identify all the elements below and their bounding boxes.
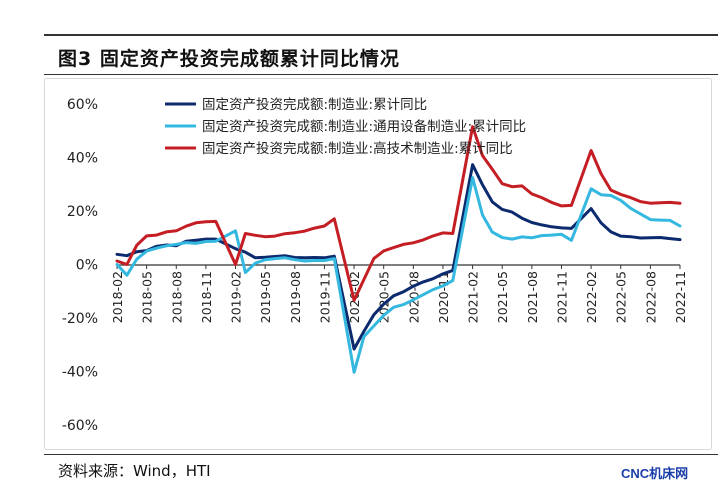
series-line-1 bbox=[115, 163, 682, 351]
source-rule bbox=[44, 454, 718, 455]
y-tick-label: 40% bbox=[67, 151, 98, 167]
y-tick-label: -60% bbox=[62, 418, 98, 434]
x-tick-label: 2018-05 bbox=[140, 271, 155, 323]
series-line-3 bbox=[115, 125, 682, 302]
top-rule bbox=[44, 34, 718, 36]
x-tick-label: 2018-02 bbox=[110, 271, 125, 323]
series-line-2 bbox=[115, 176, 682, 374]
x-tick-label: 2019-08 bbox=[288, 271, 303, 323]
x-tick-label: 2022-08 bbox=[643, 271, 658, 323]
x-tick-label: 2022-05 bbox=[614, 271, 629, 323]
legend-label-1: 固定资产投资完成额:制造业:累计同比 bbox=[202, 97, 427, 113]
legend: 固定资产投资完成额:制造业:累计同比固定资产投资完成额:制造业:通用设备制造业:… bbox=[165, 97, 526, 157]
x-tick-label: 2020-11 bbox=[436, 271, 451, 323]
x-tick-label: 2021-05 bbox=[495, 271, 510, 323]
x-tick-label: 2019-11 bbox=[317, 271, 332, 323]
x-axis: 2018-02 2018-05 2018-08 2018-11 2019-02 2019-… bbox=[110, 264, 688, 323]
figure-title: 图3 固定资产投资完成额累计同比情况 bbox=[58, 48, 400, 70]
x-tick-label: 2022-11 bbox=[673, 271, 688, 323]
y-axis: 60% 40% 20% 0% -20% -40% -60% bbox=[62, 97, 98, 434]
title-rule bbox=[44, 74, 718, 75]
x-tick-label: 2018-11 bbox=[199, 271, 214, 323]
y-tick-label: 0% bbox=[76, 258, 98, 274]
y-tick-label: 20% bbox=[67, 204, 98, 220]
x-tick-label: 2022-02 bbox=[584, 271, 599, 323]
source-note: 资料来源：Wind，HTI bbox=[58, 462, 211, 480]
plot-frame bbox=[44, 78, 712, 450]
y-tick-label: 60% bbox=[67, 97, 98, 113]
y-tick-label: -40% bbox=[62, 365, 98, 381]
x-tick-label: 2021-02 bbox=[466, 271, 481, 323]
x-tick-label: 2019-05 bbox=[258, 271, 273, 323]
y-tick-label: -20% bbox=[62, 311, 98, 327]
x-tick-label: 2021-08 bbox=[525, 271, 540, 323]
legend-label-3: 固定资产投资完成额:制造业:高技术制造业:累计同比 bbox=[202, 140, 513, 157]
watermark-text: CNC机床网 bbox=[621, 466, 689, 481]
x-tick-label: 2021-11 bbox=[554, 271, 569, 323]
x-tick-label: 2018-08 bbox=[169, 271, 184, 323]
legend-label-2: 固定资产投资完成额:制造业:通用设备制造业:累计同比 bbox=[202, 118, 526, 135]
series-lines bbox=[115, 125, 682, 374]
x-tick-label: 2019-02 bbox=[229, 271, 244, 323]
